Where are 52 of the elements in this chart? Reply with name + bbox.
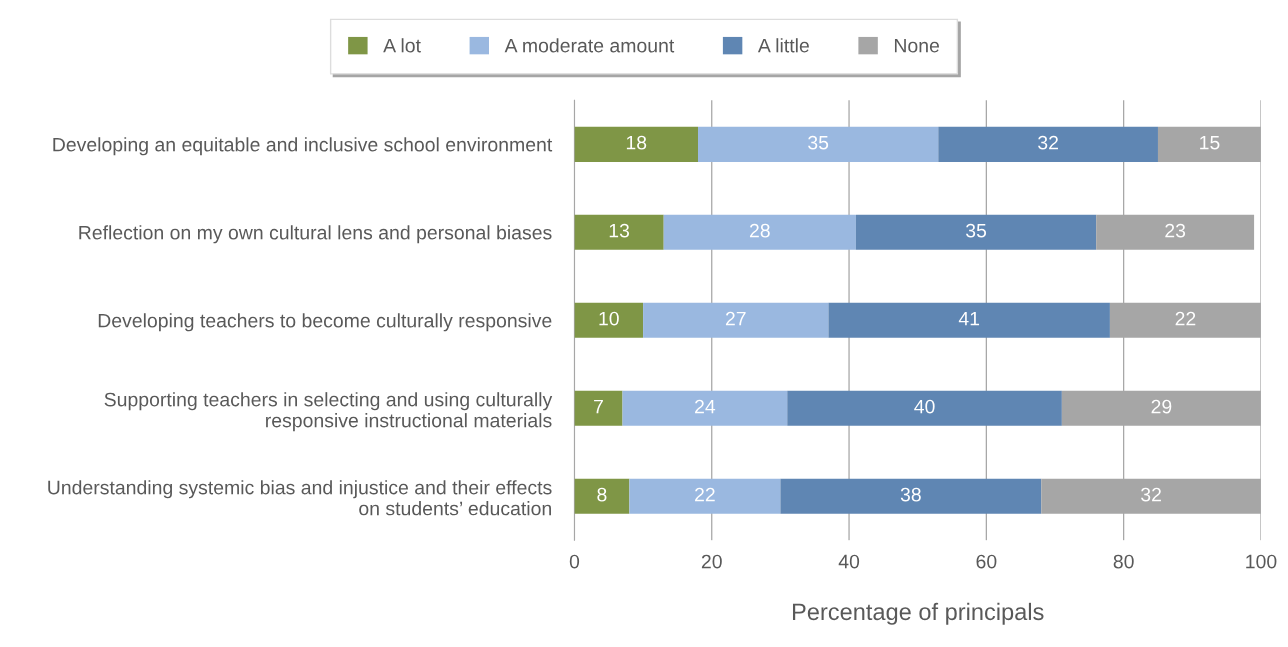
bar <box>938 126 1158 162</box>
data-label: 23 <box>1165 223 1186 238</box>
bar <box>780 478 1042 514</box>
x-tick-label: 40 <box>838 554 860 569</box>
y-tick-label: Understanding systemic bias and injustice and their effects on students’ education <box>48 480 552 516</box>
bar <box>574 302 644 338</box>
data-label: 41 <box>958 311 980 326</box>
y-tick-label: Reflection on my own cultural lens and personal biases <box>79 225 552 244</box>
y-tick-label: Supporting teachers in selecting and using culturally responsive instructional materials <box>104 392 553 432</box>
data-label: 15 <box>1200 135 1220 150</box>
data-label: 29 <box>1151 399 1172 414</box>
x-tick-label: 0 <box>569 554 580 569</box>
legend-label: A little <box>757 38 809 53</box>
legend-label: A moderate amount <box>504 38 675 53</box>
bar <box>574 390 623 426</box>
bar <box>855 214 1097 250</box>
data-label: 18 <box>626 135 647 150</box>
y-tick-label: Developing an equitable and inclusive school environment <box>53 137 553 156</box>
bar <box>574 214 664 250</box>
x-tick-label: 20 <box>701 554 722 569</box>
bar <box>643 302 829 338</box>
x-tick-label: 80 <box>1113 554 1134 569</box>
bar <box>828 302 1110 338</box>
bar <box>622 390 788 426</box>
data-label: 22 <box>1175 311 1196 326</box>
x-tick-label: 100 <box>1246 554 1277 569</box>
bar <box>574 478 630 514</box>
data-label: 13 <box>609 223 630 238</box>
bar <box>629 478 781 514</box>
data-label: 24 <box>695 399 716 414</box>
bar <box>1157 126 1261 162</box>
legend-label: None <box>894 38 939 53</box>
x-axis-title: Percentage of principals <box>792 602 1044 625</box>
data-label: 32 <box>1141 487 1161 502</box>
data-label: 7 <box>594 399 603 414</box>
data-label: 32 <box>1038 135 1058 150</box>
data-label: 27 <box>725 311 746 326</box>
bar <box>698 126 939 162</box>
bar <box>574 126 699 162</box>
data-label: 8 <box>597 487 607 502</box>
data-label: 40 <box>914 399 935 414</box>
data-label: 10 <box>599 311 619 326</box>
data-label: 35 <box>965 223 987 238</box>
data-label: 28 <box>749 223 770 238</box>
y-tick-label: Developing teachers to become culturally responsive <box>98 313 552 332</box>
data-label: 22 <box>695 487 715 502</box>
bar <box>787 390 1062 426</box>
bar <box>663 214 856 250</box>
data-label: 35 <box>808 135 829 150</box>
data-label: 38 <box>900 487 921 502</box>
x-tick-label: 60 <box>976 554 997 569</box>
legend-label: A lot <box>383 38 421 53</box>
